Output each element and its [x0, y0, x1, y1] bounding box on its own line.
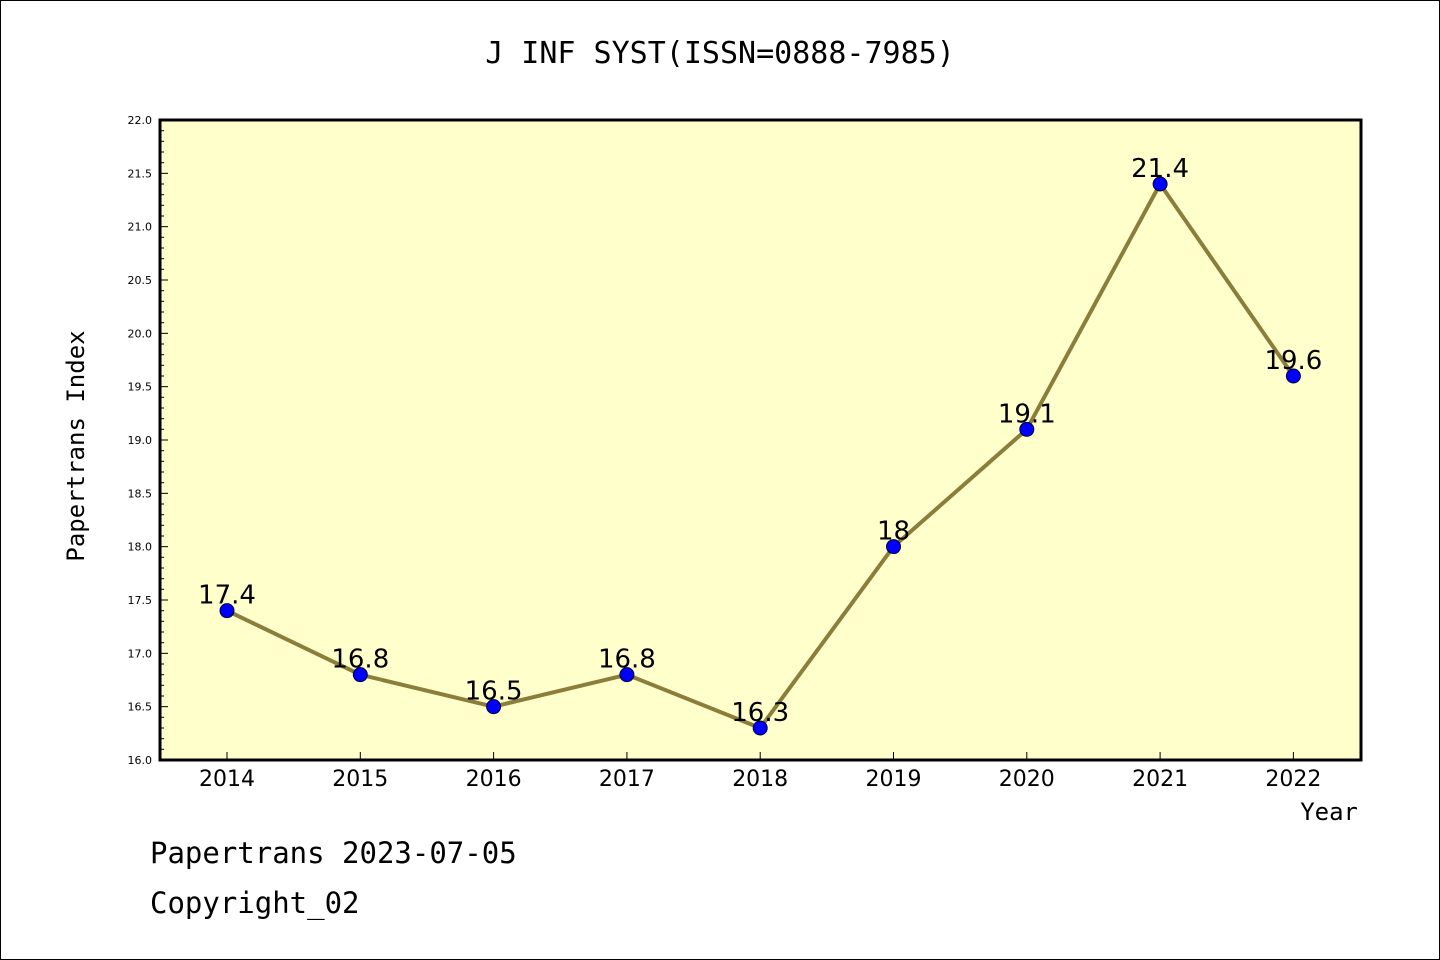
y-tick-label: 20.0	[128, 327, 153, 340]
y-tick-label: 20.5	[128, 274, 153, 287]
footer-copyright: Copyright_02	[150, 886, 360, 920]
data-point	[752, 720, 768, 736]
x-tick-label: 2022	[1265, 767, 1321, 792]
y-tick-label: 21.0	[128, 221, 153, 234]
data-point	[886, 539, 901, 555]
y-tick-label: 19.0	[128, 434, 153, 447]
data-label: 19.1	[998, 399, 1056, 429]
data-series: 17.4 16.8 16.5 16.8 16.3 18 19.1 21.4 19.6	[198, 154, 1322, 736]
y-tick-label: 21.5	[128, 167, 153, 180]
plot-border	[158, 118, 1363, 762]
y-tick-label: 18.0	[128, 541, 153, 554]
x-tick-label: 2019	[866, 767, 922, 792]
data-point	[1019, 421, 1035, 437]
data-label: 16.8	[598, 645, 656, 675]
data-point	[619, 667, 635, 683]
data-label: 16.3	[731, 698, 789, 728]
y-tick-label: 17.0	[128, 647, 153, 660]
x-tick-label: 2018	[732, 767, 788, 792]
data-label: 16.5	[465, 677, 523, 707]
y-tick-label: 19.5	[128, 381, 153, 394]
data-label: 19.6	[1264, 346, 1322, 376]
y-axis: 16.0 16.5 17.0 17.5 18.0 18.5 19.0 19.5 20.0 20.5…	[128, 114, 168, 767]
data-label: 21.4	[1131, 154, 1189, 184]
data-point	[486, 699, 502, 715]
y-tick-label: 16.5	[128, 701, 153, 714]
data-point	[1152, 176, 1168, 192]
data-point	[219, 603, 235, 619]
y-tick-label: 22.0	[128, 114, 153, 127]
plot-area	[160, 120, 1361, 760]
x-axis-label: Year	[1300, 798, 1358, 826]
x-tick-label: 2016	[466, 767, 522, 792]
footer-date: Papertrans 2023-07-05	[150, 836, 517, 870]
x-tick-label: 2017	[599, 767, 655, 792]
x-tick-label: 2020	[999, 767, 1055, 792]
data-label: 16.8	[331, 645, 389, 675]
data-label: 18	[877, 517, 910, 547]
y-tick-label: 18.5	[128, 487, 153, 500]
x-tick-label: 2015	[332, 767, 388, 792]
x-axis: 2014 2015 2016 2017 2018 2019 2020 2021 2022	[199, 752, 1321, 792]
data-point	[1285, 368, 1301, 384]
data-point	[352, 667, 368, 683]
y-tick-label: 17.5	[128, 594, 153, 607]
y-tick-label: 16.0	[128, 754, 153, 767]
x-tick-label: 2014	[199, 767, 255, 792]
data-label: 17.4	[198, 581, 256, 611]
chart-title: J INF SYST(ISSN=0888-7985)	[485, 36, 955, 71]
x-tick-label: 2021	[1132, 767, 1188, 792]
